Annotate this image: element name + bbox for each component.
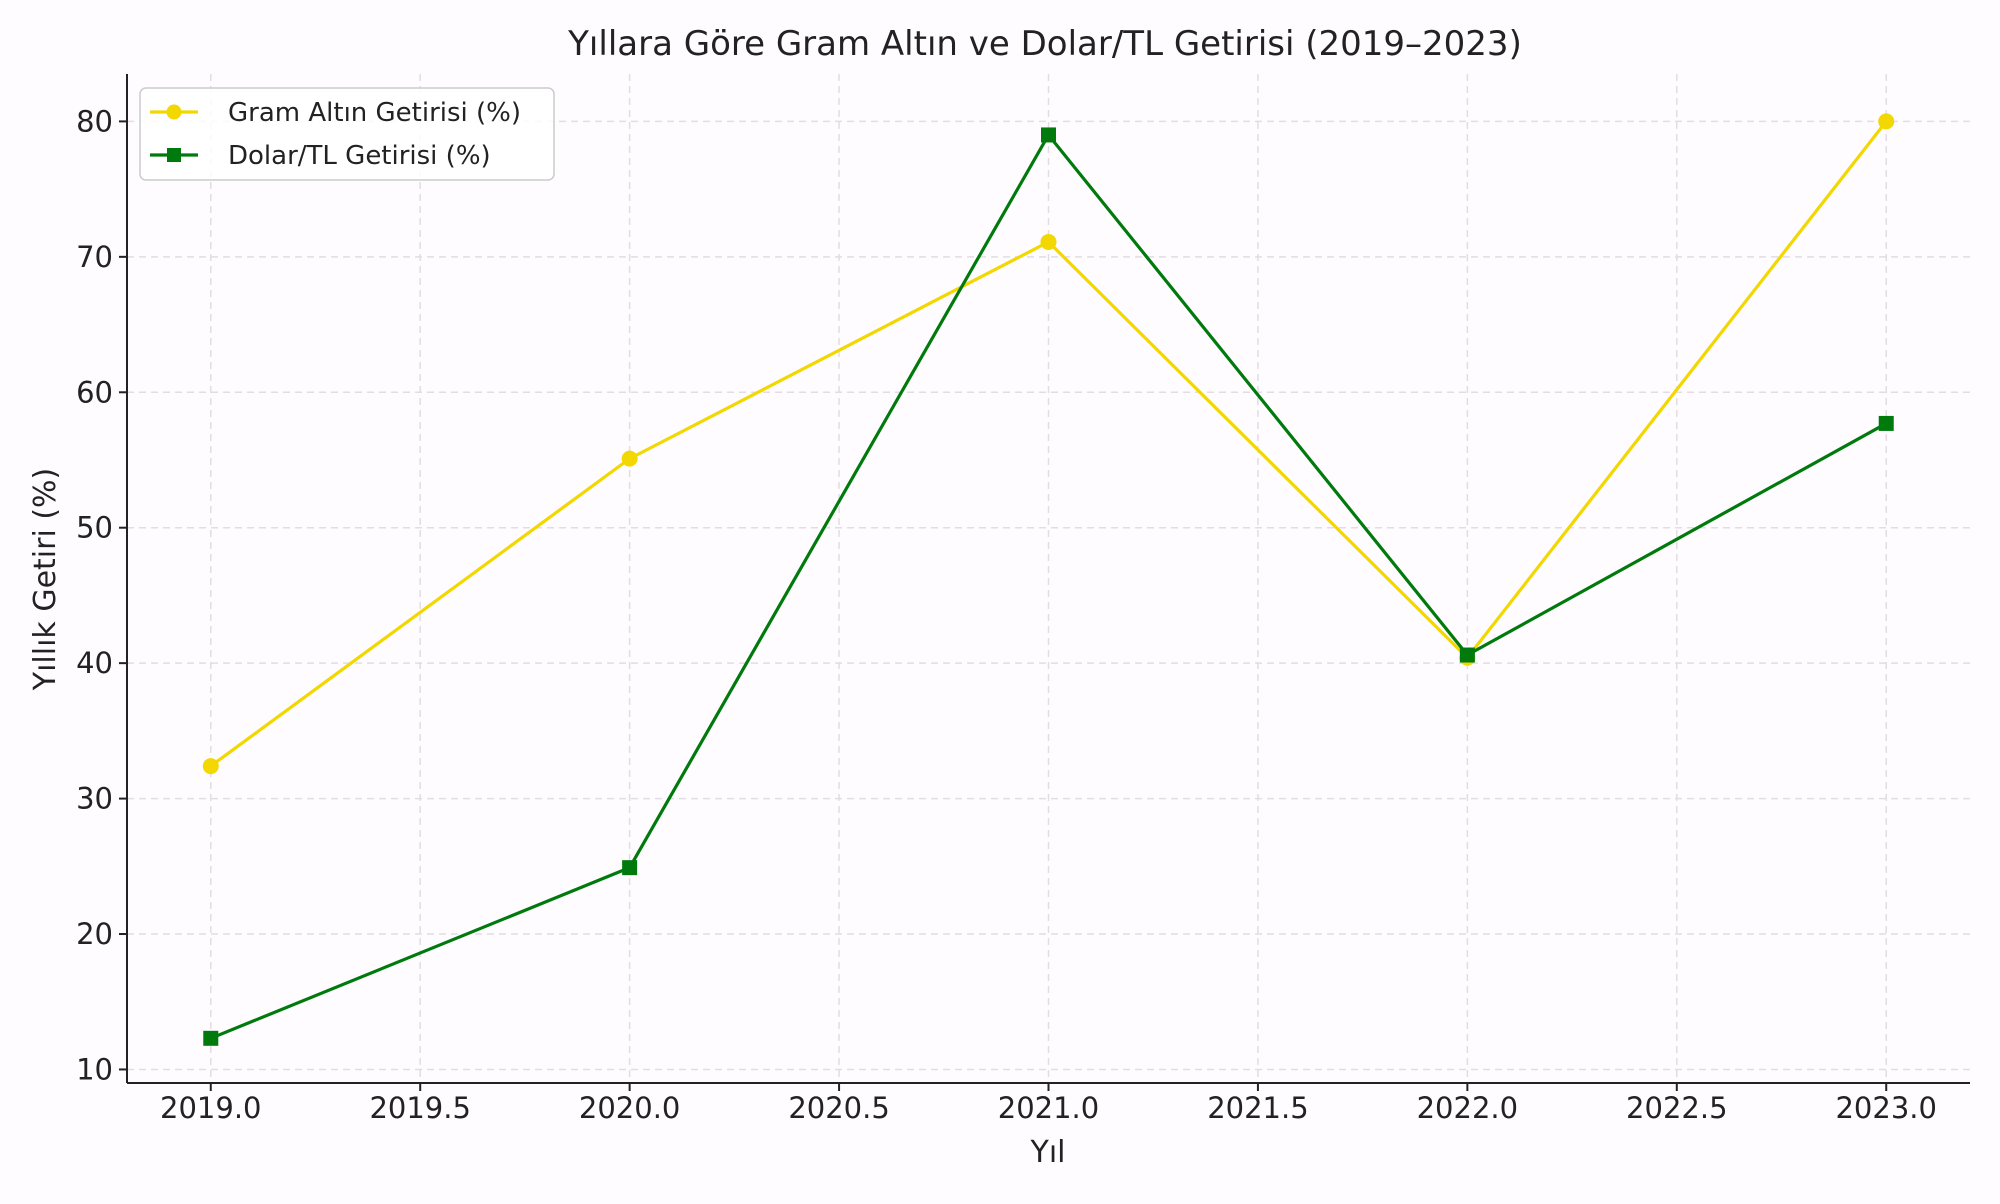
x-tick-label: 2020.5 (788, 1091, 889, 1125)
x-tick-label: 2019.5 (369, 1091, 470, 1125)
legend-box (139, 87, 555, 181)
series-2-point (1041, 127, 1056, 143)
legend-label-1: Gram Altın Getirisi (%) (228, 98, 521, 128)
y-tick-label: 50 (76, 511, 113, 545)
x-tick-label: 2023.0 (1835, 1091, 1936, 1125)
series-group (202, 113, 1895, 1046)
tick-labels: 2019.0 2019.5 2020.0 2020.5 2021.0 2021.5 2022… (76, 104, 1937, 1125)
series-2-point (1878, 415, 1894, 431)
series-1-point (1040, 233, 1057, 250)
axes (119, 74, 1970, 1091)
x-tick-label: 2021.0 (998, 1091, 1099, 1125)
series-1-point (1878, 113, 1895, 130)
chart-title: Yıllara Göre Gram Altın ve Dolar/TL Geti… (567, 24, 1522, 64)
x-tick-label: 2021.5 (1207, 1091, 1308, 1125)
legend-label-2: Dolar/TL Getirisi (%) (228, 141, 491, 171)
series-1-point (621, 450, 638, 467)
x-axis-label: Yıl (1030, 1135, 1066, 1170)
x-tick-label: 2020.0 (579, 1091, 680, 1125)
y-tick-label: 70 (76, 240, 113, 274)
legend-marker-circle-icon (166, 104, 182, 120)
y-tick-label: 60 (76, 375, 113, 409)
series-1-point (202, 758, 219, 775)
y-axis-label: Yıllık Getiri (%) (28, 468, 63, 692)
series-2-point (622, 860, 638, 876)
series-2-point (203, 1030, 219, 1046)
legend: Gram Altın Getirisi (%) Dolar/TL Getirisi… (139, 87, 555, 181)
legend-marker-square-icon (167, 148, 181, 162)
x-tick-label: 2022.0 (1417, 1091, 1518, 1125)
y-tick-label: 20 (76, 917, 113, 951)
y-tick-label: 10 (76, 1052, 113, 1086)
x-tick-label: 2019.0 (160, 1091, 261, 1125)
y-tick-label: 40 (76, 646, 113, 680)
series-2-point (1459, 647, 1475, 663)
y-tick-label: 80 (76, 104, 113, 138)
y-tick-label: 30 (76, 782, 113, 816)
grid (127, 74, 1970, 1083)
x-tick-label: 2022.5 (1626, 1091, 1727, 1125)
